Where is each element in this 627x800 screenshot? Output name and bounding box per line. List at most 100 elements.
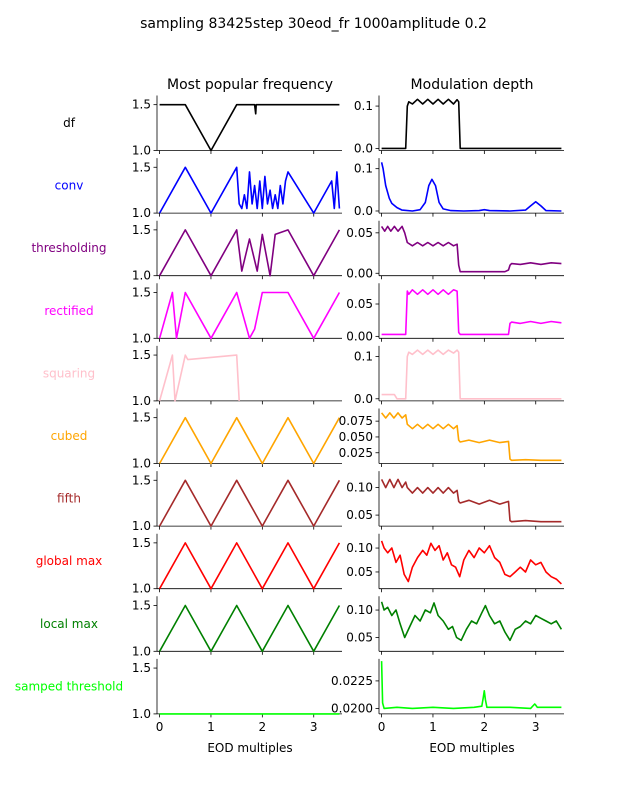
row-label-0: df	[63, 116, 76, 130]
series-line-squaring	[381, 349, 562, 400]
panel-left-9: 1.0 1.5 0 1 2 3	[132, 658, 342, 734]
row-label-3: rectified	[44, 304, 93, 318]
y-tick-label: 1.0	[132, 144, 151, 158]
row-label-1: conv	[55, 179, 84, 193]
y-tick-label: 1.0	[132, 519, 151, 533]
y-tick-label: 0.0	[354, 392, 373, 406]
row-label-6: fifth	[57, 492, 81, 506]
series-line-fifth	[158, 479, 341, 527]
y-tick-label: 1.0	[132, 582, 151, 596]
y-tick-label: 1.5	[132, 223, 151, 237]
x-tick-label: 2	[259, 720, 267, 734]
series-line-fifth	[380, 478, 562, 523]
series-line-thresholding	[158, 229, 341, 277]
series-line-df	[159, 103, 340, 152]
y-tick-label: 1.0	[132, 644, 151, 658]
panel-left-2: 1.0 1.5	[132, 220, 342, 283]
series-line-thresholding	[380, 225, 562, 273]
panel-right-7: 0.05 0.10	[346, 533, 564, 593]
series-line-rectified	[158, 291, 341, 340]
y-tick-label: 1.0	[132, 206, 151, 220]
panel-right-3: 0.00 0.05	[346, 283, 564, 343]
y-tick-label: 1.5	[132, 285, 151, 299]
x-tick-label: 2	[481, 720, 489, 734]
y-tick-label: 0.10	[346, 541, 373, 555]
right-x-axis-label: EOD multiples	[429, 741, 514, 755]
series-line-global-max	[380, 540, 562, 585]
row-label-9: samped threshold	[15, 679, 123, 693]
panel-left-0: 1.0 1.5	[132, 95, 342, 158]
right-column-title: Modulation depth	[411, 77, 534, 93]
panel-right-6: 0.05 0.10	[346, 471, 564, 530]
y-tick-label: 1.5	[132, 348, 151, 362]
y-tick-label: 1.0	[132, 269, 151, 283]
y-tick-label: 1.0	[132, 394, 151, 408]
panel-right-5: 0.025 0.050 0.075	[339, 408, 564, 467]
panel-right-2: 0.00 0.05	[346, 220, 564, 280]
x-tick-label: 3	[532, 720, 540, 734]
panel-left-6: 1.0 1.5	[132, 471, 342, 533]
row-label-2: thresholding	[31, 241, 106, 255]
y-tick-label: 0.00	[346, 329, 373, 343]
y-tick-label: 0.1	[354, 162, 373, 176]
panel-left-1: 1.0 1.5	[132, 158, 342, 220]
series-line-conv	[380, 162, 562, 212]
y-tick-label: 0.1	[354, 99, 373, 113]
panel-grid: df 1.0 1.5 0.0 0.1 conv 1.0 1.5 0.0 0.1 thresholdi…	[15, 95, 564, 734]
panel-left-4: 1.0 1.5	[132, 345, 342, 408]
y-tick-label: 0.05	[346, 297, 373, 311]
y-tick-label: 0.0	[354, 141, 373, 155]
panel-right-1: 0.0 0.1	[354, 158, 564, 218]
y-tick-label: 0.025	[339, 446, 373, 460]
y-tick-label: 0.10	[346, 603, 373, 617]
row-label-8: local max	[40, 617, 98, 631]
y-tick-label: 0.05	[346, 565, 373, 579]
series-line-df	[381, 98, 562, 150]
y-tick-label: 0.05	[346, 508, 373, 522]
y-tick-label: 0.1	[354, 349, 373, 363]
y-tick-label: 0.075	[339, 414, 373, 428]
x-tick-label: 3	[310, 720, 318, 734]
series-line-conv	[158, 166, 341, 214]
y-tick-label: 1.5	[132, 661, 151, 675]
y-tick-label: 0.05	[346, 226, 373, 240]
series-line-squaring	[158, 354, 240, 402]
x-tick-label: 0	[378, 720, 386, 734]
y-tick-label: 0.050	[339, 430, 373, 444]
y-tick-label: 1.5	[132, 160, 151, 174]
panel-left-8: 1.0 1.5	[132, 596, 342, 658]
y-tick-label: 0.00	[346, 266, 373, 280]
series-line-rectified	[381, 288, 562, 336]
panel-left-3: 1.0 1.5	[132, 283, 342, 345]
y-tick-label: 1.0	[132, 457, 151, 471]
x-tick-label: 1	[429, 720, 437, 734]
panel-right-4: 0.0 0.1	[354, 345, 564, 406]
series-line-cubed	[380, 412, 562, 462]
y-tick-label: 1.5	[132, 536, 151, 550]
y-tick-label: 1.0	[132, 707, 151, 721]
y-tick-label: 0.0	[354, 204, 373, 218]
panel-left-5: 1.0 1.5	[132, 408, 342, 471]
panel-right-8: 0.05 0.10	[346, 596, 564, 655]
y-tick-label: 1.0	[132, 331, 151, 345]
panel-right-0: 0.0 0.1	[354, 95, 564, 155]
y-tick-label: 1.5	[132, 473, 151, 487]
y-tick-label: 1.5	[132, 598, 151, 612]
figure-title: sampling 83425step 30eod_fr 1000amplitud…	[140, 16, 487, 32]
series-line-local-max	[158, 604, 341, 653]
y-tick-label: 1.5	[132, 98, 151, 112]
series-line-samped-threshold	[380, 661, 562, 710]
panel-right-9: 0.0200 0.0225 0 1 2 3	[331, 658, 564, 734]
row-label-5: cubed	[51, 429, 88, 443]
y-tick-label: 0.0200	[331, 701, 373, 715]
y-tick-label: 0.05	[346, 631, 373, 645]
x-tick-label: 1	[207, 720, 215, 734]
panel-left-7: 1.0 1.5	[132, 533, 342, 596]
series-line-cubed	[158, 416, 341, 465]
x-tick-label: 0	[156, 720, 164, 734]
series-line-global-max	[158, 542, 341, 590]
left-column-title: Most popular frequency	[167, 77, 333, 93]
left-x-axis-label: EOD multiples	[207, 741, 292, 755]
y-tick-label: 0.10	[346, 481, 373, 495]
